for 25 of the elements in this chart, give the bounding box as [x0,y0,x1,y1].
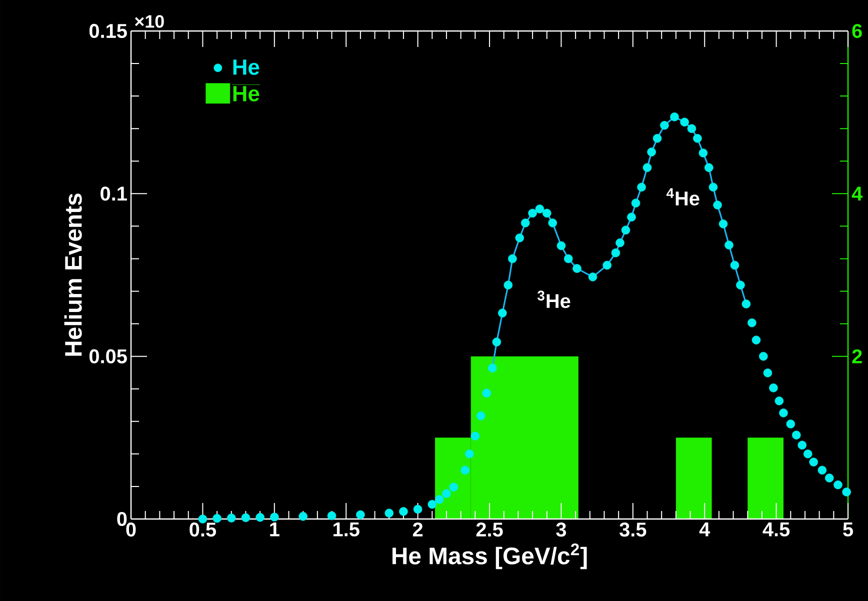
y-tick-label: 0.1 [100,186,127,201]
x-tick-label: 4 [699,522,710,536]
y2-tick-label: 2 [852,349,862,364]
y2-tick-label: 6 [852,24,862,38]
x-tick-label: 3 [556,522,566,537]
y-tick-label: 0.05 [89,349,127,364]
y-tick-label: 0.15 [89,24,127,38]
x-tick-label: 5 [843,522,853,536]
x-tick-label: 4.5 [762,522,790,536]
x-tick-label: 0.5 [190,522,216,537]
x-tick-label: 1.5 [334,522,360,536]
x-tick-label: 0 [126,522,136,537]
legend-label: He [233,60,260,75]
x-axis-title: He Mass [GeV/c$^{2}$] [392,543,587,570]
x-tick-label: 1 [270,522,280,536]
legend-label: He [233,86,260,102]
x-tick-label: 2 [412,522,423,536]
y2-tick-label: 4 [852,186,863,201]
text: ×10 [134,15,164,28]
y-tick-label: 0 [117,512,127,526]
x-tick-label: 3.5 [620,522,646,537]
annotation: $^{4}$He [666,188,700,206]
annotation: $^{3}$He [537,290,570,308]
y-axis-title: Helium Events [64,194,82,356]
x-tick-label: 2.5 [476,522,503,537]
